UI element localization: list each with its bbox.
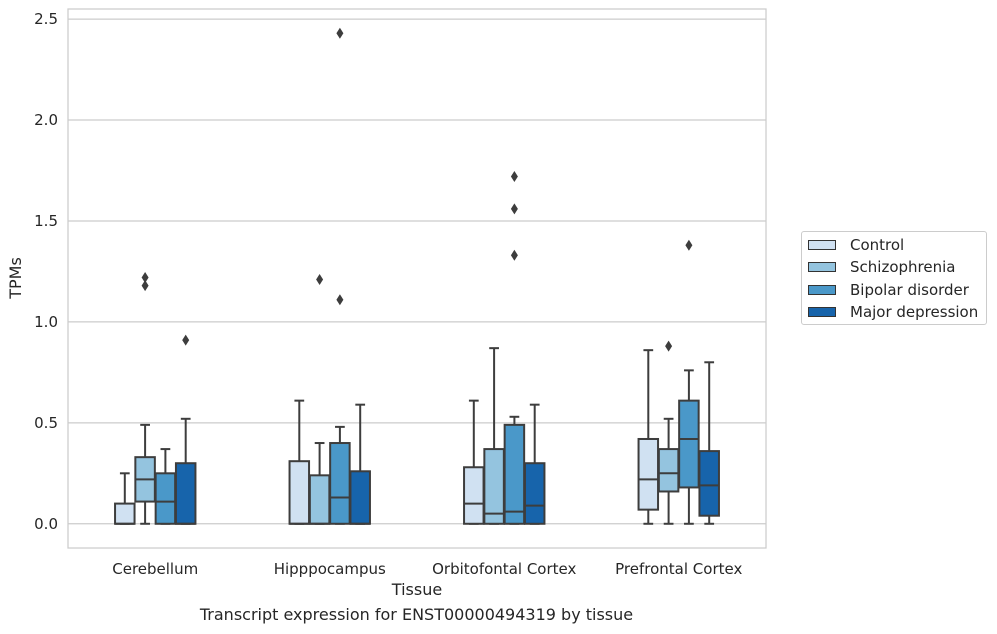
box-bipolar-disorder-orbitofontal-cortex [503,415,526,525]
box-schizophrenia-prefrontal-cortex-outlier [665,340,673,352]
box-major-depression-cerebellum-outlier [182,334,190,346]
x-tick-label-hipppocampus: Hipppocampus [274,560,386,578]
x-tick-label-prefrontal-cortex: Prefrontal Cortex [615,560,742,578]
x-tick-labels: Cerebellum Hipppocampus Orbitofontal Corte… [112,560,742,578]
box-control-prefrontal-cortex-body [637,437,660,511]
box-control-hipppocampus [288,399,311,525]
legend-label-bipolar-disorder: Bipolar disorder [850,281,969,299]
legend-item-major-depression: Major depression [808,302,978,322]
chart-title: Transcript expression for ENST0000049431… [199,605,634,624]
legend-swatch-control [808,240,836,250]
outliers [141,27,693,352]
y-tick-label: 1.0 [34,313,58,331]
box-control-orbitofontal-cortex-body [463,466,485,525]
box-major-depression-hipppocampus [349,403,371,525]
plot-area-frame [67,8,767,549]
legend-item-schizophrenia: Schizophrenia [808,257,955,277]
y-tick-label: 0.0 [34,515,58,533]
box-control-prefrontal-cortex [637,349,660,525]
y-tick-label: 1.5 [34,212,58,230]
box-bipolar-disorder-orbitofontal-cortex-outlier [510,171,518,183]
box-schizophrenia-cerebellum [134,423,156,525]
legend-item-control: Control [808,235,904,255]
box-schizophrenia-orbitofontal-cortex-body [483,448,505,525]
box-bipolar-disorder-orbitofontal-cortex-body [503,423,526,525]
legend-label-schizophrenia: Schizophrenia [850,258,956,276]
legend-item-bipolar-disorder: Bipolar disorder [808,280,969,300]
box-schizophrenia-prefrontal-cortex-body [657,448,680,493]
box-schizophrenia-cerebellum-outlier [141,280,149,292]
box-major-depression-prefrontal-cortex [698,361,720,525]
legend-swatch-major-depression [808,307,836,317]
legend-swatch-bipolar-disorder [808,285,836,295]
box-major-depression-hipppocampus-body [349,470,371,525]
legend-swatch-schizophrenia [808,262,836,272]
boxes [114,347,720,525]
box-bipolar-disorder-prefrontal-cortex-body [678,399,700,489]
box-bipolar-disorder-orbitofontal-cortex-outlier [510,249,518,261]
box-control-cerebellum-body [114,502,136,525]
y-tick-label: 2.0 [34,111,58,129]
y-tick-labels: 0.0 0.5 1.0 1.5 2.0 2.5 [34,10,58,533]
x-tick-label-cerebellum: Cerebellum [112,560,198,578]
box-major-depression-cerebellum [174,417,197,525]
box-control-orbitofontal-cortex [463,399,485,525]
x-axis-label: Tissue [391,580,442,599]
gridlines [68,18,766,525]
legend-label-control: Control [850,236,905,254]
legend-label-major-depression: Major depression [850,303,979,321]
legend: Control Schizophrenia Bipolar disorder M… [801,231,987,325]
box-bipolar-disorder-hipppocampus-body [329,442,351,525]
box-schizophrenia-orbitofontal-cortex [483,347,505,525]
box-schizophrenia-cerebellum-outlier [141,271,149,283]
box-bipolar-disorder-hipppocampus-outlier [336,294,344,306]
box-schizophrenia-hipppocampus-body [308,474,331,525]
box-schizophrenia-hipppocampus-outlier [316,274,324,286]
y-tick-label: 2.5 [34,10,58,28]
box-bipolar-disorder-cerebellum [154,448,177,525]
box-major-depression-orbitofontal-cortex-body [523,462,546,525]
x-tick-label-orbitofontal-cortex: Orbitofontal Cortex [432,560,576,578]
box-bipolar-disorder-hipppocampus-outlier [336,27,344,39]
box-bipolar-disorder-prefrontal-cortex-outlier [685,239,693,251]
box-schizophrenia-hipppocampus [308,442,331,525]
box-schizophrenia-prefrontal-cortex [657,417,680,525]
box-bipolar-disorder-orbitofontal-cortex-outlier [510,203,518,215]
box-major-depression-prefrontal-cortex-body [698,450,720,517]
box-control-hipppocampus-body [288,460,311,525]
box-major-depression-cerebellum-body [174,462,197,525]
box-major-depression-orbitofontal-cortex [523,403,546,525]
box-bipolar-disorder-cerebellum-body [154,472,177,525]
y-tick-label: 0.5 [34,414,58,432]
box-control-cerebellum [114,472,136,525]
y-axis-label: TPMs [6,257,25,300]
box-bipolar-disorder-hipppocampus [329,425,351,525]
box-bipolar-disorder-prefrontal-cortex [678,369,700,525]
